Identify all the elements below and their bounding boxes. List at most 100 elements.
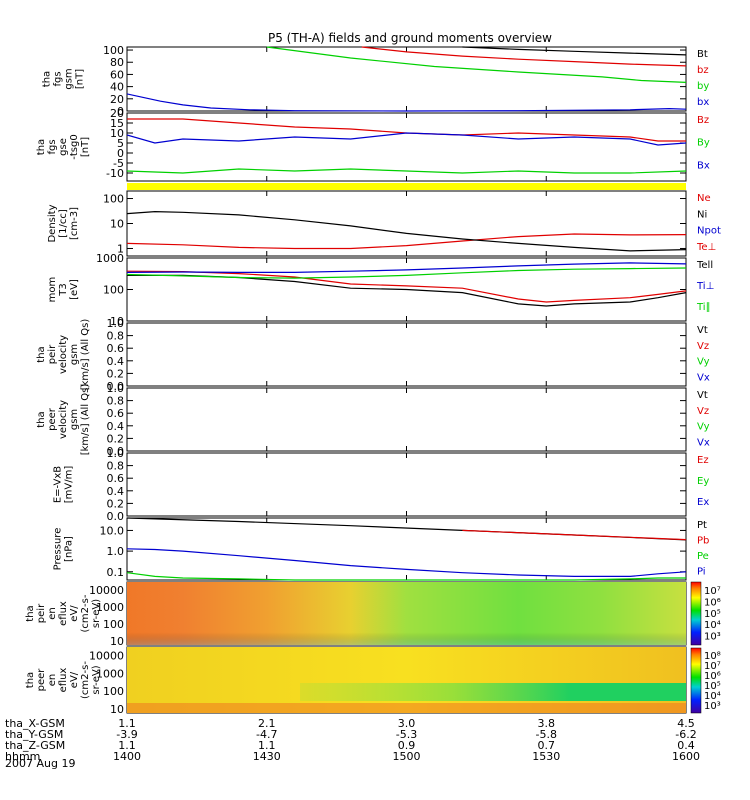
- y-axis-label: [km/s] (All Qs): [80, 384, 91, 456]
- y-tick-label: 20: [110, 107, 124, 120]
- y-axis-label: eV/: [69, 671, 80, 688]
- y-axis-label: [eV]: [69, 279, 80, 300]
- y-tick-label: 1.0: [107, 545, 125, 558]
- y-tick-label: 1: [117, 242, 124, 255]
- y-tick-label: 0.6: [107, 472, 125, 485]
- y-tick-label: 1.0: [107, 382, 125, 395]
- panel-frame-fgs-gsm: [126, 46, 687, 112]
- y-tick-label: 100: [103, 44, 124, 57]
- y-tick-label: 40: [110, 81, 124, 94]
- legend-Ti∥: Ti∥: [696, 302, 711, 313]
- y-tick-label: 60: [110, 68, 124, 81]
- x-row-value: 1530: [532, 750, 560, 763]
- y-axis-label: eflux: [58, 601, 69, 626]
- x-row-label: hhmm: [5, 750, 40, 763]
- x-row-value: -4.7: [256, 728, 277, 741]
- legend-Ez: Ez: [697, 455, 709, 466]
- y-axis-label: gsm: [69, 344, 80, 365]
- y-tick-label: 1.0: [107, 317, 125, 330]
- legend-Ex: Ex: [697, 497, 709, 508]
- y-tick-label: 0.6: [107, 342, 125, 355]
- y-axis-label: T3: [58, 283, 69, 296]
- x-row-value: 2.1: [258, 717, 276, 730]
- x-row-label: tha_Z-GSM: [5, 739, 65, 752]
- y-axis-label: tha: [25, 672, 36, 688]
- y-tick-label: 10: [110, 635, 124, 648]
- x-row-label: tha_X-GSM: [5, 717, 65, 730]
- y-axis-label: sr-eV): [91, 599, 102, 628]
- legend-Ey: Ey: [697, 476, 709, 487]
- series-mom-temperature-Ti∥: [126, 267, 687, 279]
- y-axis-label: tha: [36, 346, 47, 362]
- y-tick-label: 15: [110, 117, 124, 130]
- y-tick-label: 0.4: [107, 420, 125, 433]
- y-tick-label: 0.8: [107, 330, 125, 343]
- y-axis-label: tha: [36, 139, 47, 155]
- y-tick-label: 1000: [96, 667, 124, 680]
- x-row-value: 3.8: [538, 717, 556, 730]
- y-tick-label: 1.0: [107, 447, 125, 460]
- heatmap-peer: [127, 647, 686, 713]
- y-tick-label: 20: [110, 93, 124, 106]
- legend-Ti⊥: Ti⊥: [696, 281, 714, 292]
- colorbar-label: 10⁸: [704, 651, 721, 662]
- legend-Ni: Ni: [697, 209, 707, 220]
- series-fgs-gse-tsg0-By: [126, 168, 687, 174]
- panel-frame-peir-velocity: [126, 322, 687, 387]
- colorbar-label: 10⁵: [704, 681, 721, 692]
- y-tick-label: 100: [103, 284, 124, 297]
- colorbar-peer: [690, 647, 702, 714]
- y-axis-label: fgs: [53, 71, 64, 86]
- y-axis-label: [nPa]: [64, 536, 75, 562]
- legend-Vx: Vx: [697, 372, 710, 383]
- x-axis-table: tha_X-GSM 1.1 2.1 3.0 3.8 4.5 tha_Y-GSM -3.9 -4.…: [5, 717, 700, 763]
- legend-bx: bx: [697, 97, 709, 108]
- legend-Tell: Tell: [696, 260, 713, 271]
- legend-by: by: [697, 81, 709, 92]
- y-axis-label: E=-VxB: [53, 466, 64, 503]
- legend-Vz: Vz: [697, 406, 709, 417]
- legend-Te⊥: Te⊥: [696, 242, 716, 253]
- y-axis-label: [mV/m]: [64, 466, 75, 504]
- y-axis-label: [1/cc]: [58, 209, 69, 238]
- legend-Vx: Vx: [697, 437, 710, 448]
- y-axis-label: peir: [36, 603, 47, 623]
- panel-frame-pressure: [126, 517, 687, 581]
- y-tick-label: -5: [113, 157, 124, 170]
- y-axis-label: peer: [47, 407, 58, 431]
- y-axis-label: [nT]: [75, 69, 86, 89]
- heatmap-peir: [127, 582, 686, 645]
- series-pressure-Pe: [126, 572, 686, 581]
- y-axis-label: velocity: [58, 335, 69, 374]
- y-axis-label: Pressure: [53, 528, 64, 571]
- legend-Pi: Pi: [697, 567, 706, 578]
- y-tick-label: 0.4: [107, 355, 125, 368]
- colorbar-label: 10⁴: [704, 691, 721, 702]
- colorbar-label: 10³: [704, 632, 721, 643]
- y-tick-label: 10000: [89, 650, 124, 663]
- y-axis-label: [nT]: [80, 137, 91, 157]
- x-row-value: 0.7: [538, 739, 556, 752]
- panel-frame-e-field: [126, 452, 687, 517]
- x-row-value: 1.1: [258, 739, 276, 752]
- legend-Bx: Bx: [697, 160, 710, 171]
- x-row-value: -5.8: [536, 728, 557, 741]
- legend-Pt: Pt: [697, 520, 707, 531]
- legend-Ne: Ne: [697, 193, 711, 204]
- legend-Vz: Vz: [697, 341, 709, 352]
- legend-Npot: Npot: [697, 226, 721, 237]
- y-tick-label: 0.1: [107, 566, 125, 579]
- x-row-value: 3.0: [398, 717, 416, 730]
- x-row-value: 0.9: [398, 739, 416, 752]
- legend-Vt: Vt: [697, 390, 708, 401]
- y-tick-label: 0.8: [107, 395, 125, 408]
- y-tick-label: 10000: [89, 584, 124, 597]
- y-tick-label: 10.0: [100, 524, 125, 537]
- y-axis-label: gsm: [69, 409, 80, 430]
- y-axis-label: en: [47, 607, 58, 620]
- date-label: 2007 Aug 19: [5, 757, 75, 770]
- y-tick-label: 0.4: [107, 485, 125, 498]
- colorbar-label: 10⁷: [704, 586, 721, 597]
- series-mom-temperature-Tell: [127, 274, 687, 307]
- y-tick-label: 1000: [96, 601, 124, 614]
